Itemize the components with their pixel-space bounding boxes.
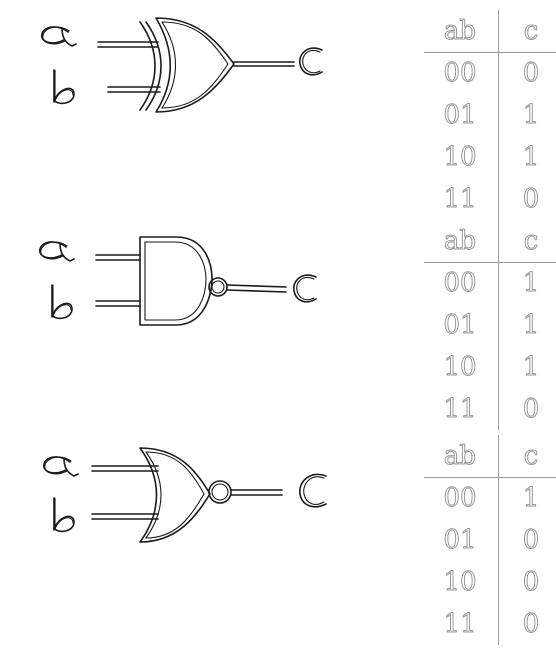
output-value: 0 <box>522 525 540 556</box>
output-value: 0 <box>522 609 540 640</box>
table-row: 00 1 <box>424 477 556 519</box>
nand-gate-body <box>139 236 213 326</box>
header-inputs: ab <box>443 441 477 472</box>
input-b-glyph <box>51 284 73 320</box>
table-divider-vertical <box>498 10 499 220</box>
xor-gate-diagram <box>41 17 323 113</box>
input-a-glyph <box>43 456 79 477</box>
table-row: 11 0 <box>424 178 556 220</box>
output-value: 1 <box>522 310 540 341</box>
input-combination: 01 <box>443 525 477 556</box>
output-value: 0 <box>522 394 540 425</box>
input-combination: 10 <box>443 352 477 383</box>
header-output: c <box>523 226 539 257</box>
table-row: 01 1 <box>424 304 556 346</box>
table-row: 01 1 <box>424 94 556 136</box>
output-wire <box>233 61 295 67</box>
input-b-glyph <box>53 69 75 105</box>
input-combination: 10 <box>443 142 477 173</box>
table-divider-vertical <box>498 220 499 430</box>
output-c-glyph <box>298 47 323 76</box>
nor-truth-table: ab c 00 1 01 0 10 0 11 0 <box>424 435 556 645</box>
input-a-glyph <box>41 26 77 47</box>
truth-table-header: ab c <box>424 10 556 53</box>
output-value: 0 <box>522 567 540 598</box>
negation-bubble <box>208 480 232 504</box>
input-combination: 11 <box>443 609 477 640</box>
table-row: 11 0 <box>424 388 556 430</box>
input-wires <box>97 41 161 93</box>
output-value: 1 <box>522 483 540 514</box>
table-divider-horizontal <box>424 262 556 263</box>
truth-table-header: ab c <box>424 435 556 478</box>
output-value: 1 <box>522 268 540 299</box>
output-wire <box>230 489 283 496</box>
header-inputs: ab <box>443 226 477 257</box>
nor-gate-diagram <box>43 447 327 543</box>
table-row: 00 1 <box>424 262 556 304</box>
output-value: 0 <box>522 184 540 215</box>
input-combination: 11 <box>443 184 477 215</box>
table-row: 10 0 <box>424 561 556 603</box>
output-c-glyph <box>292 274 317 303</box>
header-output: c <box>523 441 539 472</box>
input-combination: 00 <box>443 268 477 299</box>
xor-truth-table: ab c 00 0 01 1 10 1 11 0 <box>424 10 556 220</box>
output-c-glyph <box>299 473 327 508</box>
table-divider-vertical <box>498 435 499 645</box>
nand-truth-table: ab c 00 1 01 1 10 1 11 0 <box>424 220 556 430</box>
table-divider-horizontal <box>424 477 556 478</box>
input-wires <box>91 465 159 520</box>
header-inputs: ab <box>443 16 477 47</box>
output-wire <box>226 284 287 293</box>
negation-bubble <box>208 277 228 297</box>
input-combination: 00 <box>443 483 477 514</box>
input-combination: 01 <box>443 310 477 341</box>
output-value: 0 <box>522 58 540 89</box>
input-combination: 11 <box>443 394 477 425</box>
table-row: 10 1 <box>424 346 556 388</box>
input-combination: 10 <box>443 567 477 598</box>
header-output: c <box>523 16 539 47</box>
input-a-glyph <box>39 241 75 262</box>
output-value: 1 <box>522 352 540 383</box>
table-row: 10 1 <box>424 136 556 178</box>
nand-gate-diagram <box>39 236 317 326</box>
table-divider-horizontal <box>424 52 556 53</box>
input-wires <box>95 254 141 307</box>
input-combination: 01 <box>443 100 477 131</box>
output-value: 1 <box>522 142 540 173</box>
truth-table-header: ab c <box>424 220 556 263</box>
xor-gate-body <box>155 17 235 113</box>
xor-input-curve <box>139 21 162 111</box>
table-row: 01 0 <box>424 519 556 561</box>
output-value: 1 <box>522 100 540 131</box>
nor-gate-body <box>139 447 211 543</box>
table-row: 11 0 <box>424 603 556 645</box>
table-row: 00 0 <box>424 52 556 94</box>
input-combination: 00 <box>443 58 477 89</box>
input-b-glyph <box>53 497 75 533</box>
